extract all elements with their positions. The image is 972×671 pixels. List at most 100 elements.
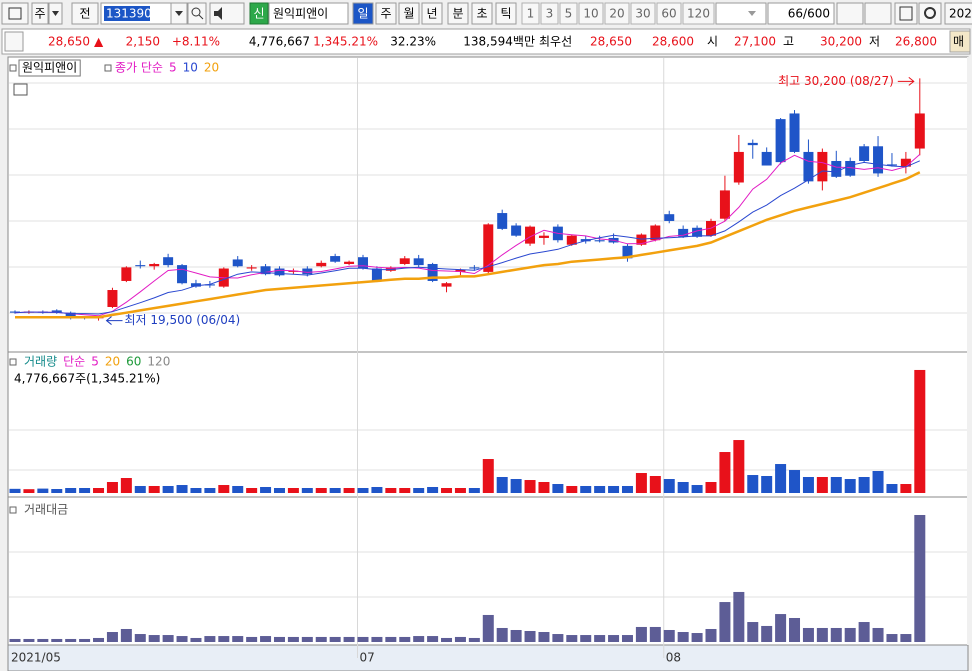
- candle-body: [692, 227, 703, 237]
- period-button[interactable]: [471, 2, 493, 25]
- bar: [677, 482, 689, 493]
- bar: [649, 476, 661, 493]
- sell-button[interactable]: [949, 30, 971, 53]
- candle-body: [302, 268, 313, 275]
- bar: [454, 636, 466, 642]
- new-badge-label: 신: [253, 7, 264, 21]
- pane-marker: [9, 358, 17, 366]
- ask: 28,650: [590, 35, 632, 49]
- sell-label: 매: [953, 35, 964, 49]
- legend-entry: 120: [147, 355, 170, 369]
- candle-body: [622, 245, 633, 259]
- candle-body: [204, 284, 215, 286]
- save-glyph: [899, 6, 913, 21]
- bar: [65, 488, 77, 493]
- bar: [900, 634, 912, 642]
- interval-button[interactable]: [521, 2, 540, 25]
- bar: [886, 484, 898, 493]
- date-box[interactable]: [944, 2, 972, 25]
- bar: [218, 485, 230, 493]
- interval-button[interactable]: [604, 2, 630, 25]
- bar: [580, 485, 592, 493]
- count-box[interactable]: [767, 2, 835, 25]
- candle-body: [274, 268, 285, 276]
- search-button[interactable]: [187, 2, 207, 25]
- market-type[interactable]: [31, 2, 49, 25]
- prev-button[interactable]: [71, 2, 99, 25]
- price-grid: [9, 82, 967, 598]
- period-button[interactable]: [495, 2, 517, 25]
- candle-body: [817, 151, 828, 182]
- bar: [51, 638, 63, 642]
- interval-label: 5: [565, 7, 573, 21]
- bar: [705, 628, 717, 642]
- candle-body: [316, 262, 327, 267]
- period-button[interactable]: [375, 2, 397, 25]
- bar: [371, 636, 383, 642]
- sound-button[interactable]: [209, 2, 245, 25]
- count: 66/600: [788, 7, 830, 21]
- bar: [176, 636, 188, 642]
- bar: [315, 636, 327, 642]
- interval-button[interactable]: [540, 2, 559, 25]
- bar: [733, 440, 745, 493]
- volume-rate: 1,345.21%: [313, 35, 378, 49]
- period-button[interactable]: [421, 2, 443, 25]
- bar: [621, 635, 633, 642]
- bar: [552, 484, 564, 493]
- bar: [9, 488, 21, 493]
- interval-label: 3: [546, 7, 554, 21]
- candle-body: [121, 267, 132, 281]
- bar: [134, 634, 146, 642]
- interval-button[interactable]: [559, 2, 578, 25]
- sound-glyph: [214, 7, 222, 20]
- open-label: 시: [707, 35, 718, 49]
- candle-body: [886, 164, 897, 166]
- candle-body: [789, 113, 800, 152]
- interval-button[interactable]: [656, 2, 682, 25]
- table-icon[interactable]: [13, 83, 28, 96]
- bar: [496, 477, 508, 493]
- tool-button[interactable]: [836, 2, 864, 25]
- bar: [635, 473, 647, 493]
- bar: [858, 622, 870, 642]
- quote-toggle[interactable]: [4, 31, 24, 52]
- period-button[interactable]: [352, 2, 374, 25]
- bar: [621, 485, 633, 493]
- candle-body: [385, 267, 396, 271]
- bar: [315, 488, 327, 493]
- bar: [538, 482, 550, 493]
- tool-button[interactable]: [864, 2, 892, 25]
- bar: [663, 479, 675, 493]
- bar: [190, 488, 202, 493]
- candle-body: [358, 257, 368, 269]
- period-label: 분: [452, 7, 463, 21]
- moving-average-line: [14, 160, 921, 315]
- save-button[interactable]: [894, 2, 918, 25]
- bar: [357, 636, 369, 642]
- annotation-arrow: [897, 76, 915, 86]
- bar: [510, 479, 522, 493]
- bar: [510, 629, 522, 642]
- bar: [106, 632, 118, 642]
- dropdown-arrow: [748, 11, 756, 16]
- interval-input[interactable]: [715, 2, 767, 25]
- candle-body: [65, 312, 76, 319]
- candle-body: [900, 158, 911, 167]
- bar: [343, 636, 355, 642]
- period-button[interactable]: [398, 2, 420, 25]
- bar: [329, 636, 341, 642]
- interval-button[interactable]: [630, 2, 656, 25]
- bar: [566, 635, 578, 642]
- bar: [872, 471, 884, 493]
- interval-button[interactable]: [682, 2, 715, 25]
- interval-button[interactable]: [578, 2, 604, 25]
- bar: [886, 634, 898, 642]
- new-badge: [249, 2, 269, 25]
- candle-body: [469, 267, 480, 269]
- bar: [37, 488, 49, 493]
- settings-button[interactable]: [918, 2, 942, 25]
- menu-icon[interactable]: [1, 2, 29, 25]
- period-button[interactable]: [447, 2, 469, 25]
- bar: [162, 485, 174, 493]
